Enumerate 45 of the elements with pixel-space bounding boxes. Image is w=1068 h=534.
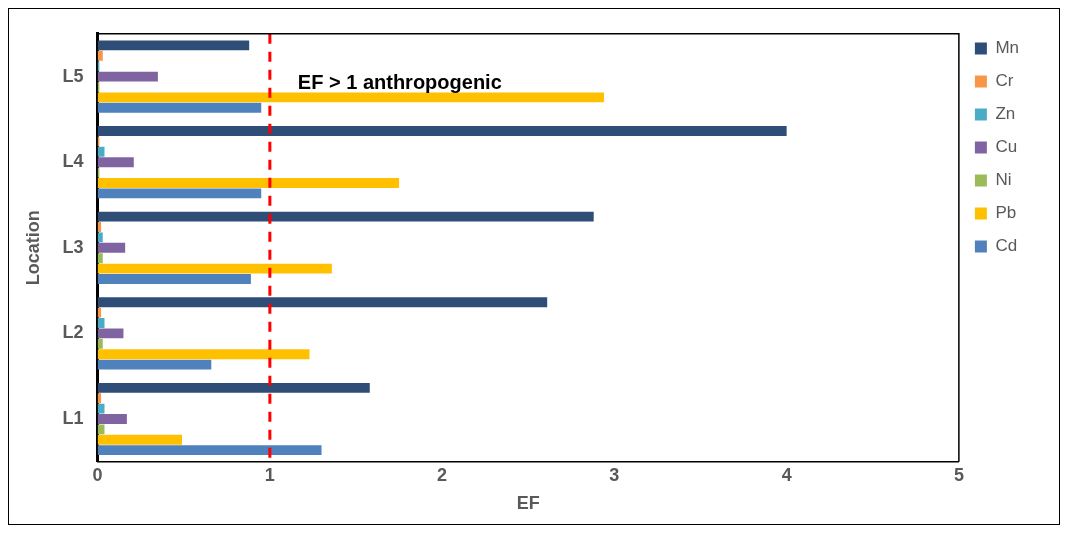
- legend-label: Cr: [995, 71, 1014, 91]
- bar: [97, 297, 548, 308]
- bar: [97, 263, 332, 274]
- y-tick-label: L3: [62, 236, 84, 257]
- legend-label: Pb: [995, 203, 1017, 223]
- legend-label: Cd: [995, 236, 1018, 256]
- y-tick-label: L5: [62, 65, 84, 86]
- legend-label: Mn: [995, 38, 1020, 58]
- bar: [97, 232, 103, 243]
- bar: [97, 71, 158, 82]
- bar: [97, 92, 605, 103]
- bar: [97, 349, 310, 360]
- legend-label: Ni: [995, 170, 1012, 190]
- bar: [97, 253, 103, 264]
- bar: [97, 242, 126, 253]
- bar: [97, 382, 370, 393]
- y-axis-title: Location: [22, 210, 43, 286]
- bar: [97, 445, 322, 456]
- bar: [97, 434, 183, 445]
- bar: [97, 274, 251, 284]
- y-tick-label: L2: [62, 322, 84, 343]
- bar: [97, 359, 212, 370]
- x-tick-label: 5: [953, 464, 964, 485]
- y-tick-label: L1: [62, 407, 84, 428]
- ref-line-label: EF > 1 anthropogenic: [297, 71, 502, 94]
- bar: [97, 102, 262, 113]
- bar: [97, 414, 127, 424]
- bar: [97, 211, 594, 222]
- legend-label: Cu: [995, 137, 1018, 157]
- x-tick-label: 1: [264, 464, 275, 485]
- bar: [97, 338, 103, 349]
- bar: [97, 126, 787, 136]
- bar: [97, 40, 250, 51]
- y-tick-label: L4: [62, 151, 84, 172]
- x-tick-label: 0: [92, 464, 103, 485]
- x-tick-label: 3: [609, 464, 620, 485]
- x-tick-label: 4: [781, 464, 792, 485]
- bar: [97, 188, 262, 199]
- bar: [97, 328, 124, 339]
- x-axis-title: EF: [516, 493, 540, 514]
- x-tick-label: 2: [437, 464, 448, 485]
- legend-label: Zn: [995, 104, 1016, 124]
- bar: [97, 178, 400, 188]
- bar: [97, 50, 103, 61]
- bar: [97, 157, 134, 168]
